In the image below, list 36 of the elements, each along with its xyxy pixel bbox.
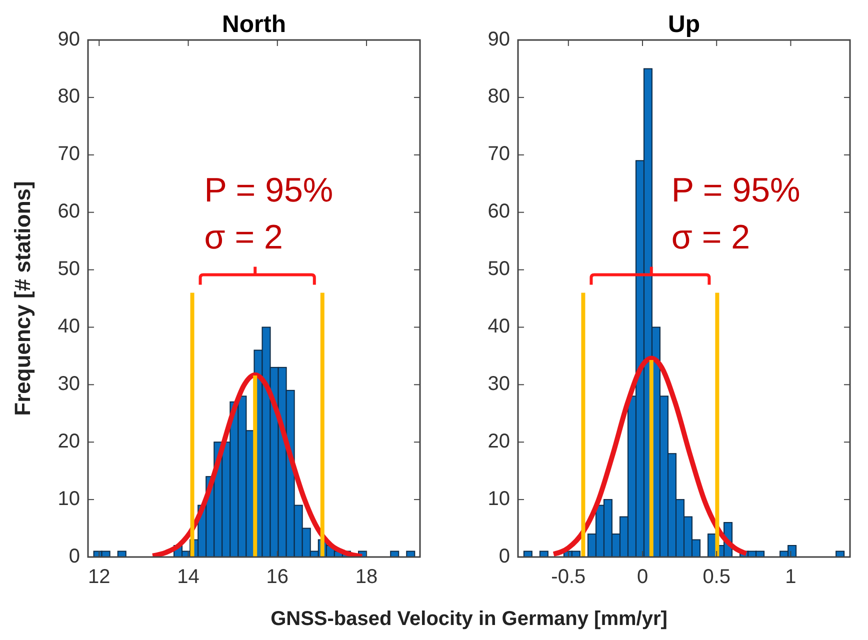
y-tick-label: 70: [58, 143, 80, 166]
y-tick-label: 80: [488, 86, 510, 108]
y-tick-label: 80: [58, 86, 80, 108]
x-tick-label: 14: [177, 566, 200, 588]
x-tick-label: -0.5: [551, 566, 586, 588]
annotation: P = 95%: [671, 172, 800, 210]
x-tick-label: 12: [88, 566, 110, 588]
x-tick-label: 1: [785, 566, 796, 588]
y-tick-label: 60: [488, 200, 510, 223]
y-tick-label: 40: [58, 316, 80, 338]
y-tick-label: 70: [488, 143, 510, 166]
y-tick-label: 30: [488, 372, 510, 395]
y-tick-label: 50: [488, 258, 510, 280]
y-tick-label: 90: [58, 28, 80, 50]
y-tick-label: 90: [488, 28, 510, 50]
y-tick-label: 20: [58, 430, 80, 452]
annotation: σ = 2: [671, 218, 750, 257]
y-tick-label: 0: [498, 545, 510, 568]
y-tick-label: 10: [488, 488, 510, 510]
y-tick-label: 50: [58, 258, 80, 280]
x-tick-label: 16: [266, 566, 289, 588]
y-tick-label: 20: [488, 430, 510, 452]
y-axis-title: Frequency [# stations]: [10, 181, 35, 416]
y-tick-label: 40: [488, 316, 510, 338]
x-tick-label: 18: [355, 566, 378, 588]
y-tick-label: 0: [68, 545, 80, 568]
x-tick-label: 0.5: [702, 566, 731, 588]
y-tick-label: 60: [58, 200, 80, 223]
chart-title: North: [222, 11, 286, 38]
annotation: P = 95%: [204, 172, 334, 210]
x-tick-label: 0: [636, 566, 648, 588]
annotation: σ = 2: [204, 218, 283, 257]
y-tick-label: 10: [58, 488, 80, 510]
y-tick-label: 30: [58, 372, 80, 395]
chart-title: Up: [668, 11, 700, 38]
x-axis-title: GNSS-based Velocity in Germany [mm/yr]: [270, 608, 668, 630]
